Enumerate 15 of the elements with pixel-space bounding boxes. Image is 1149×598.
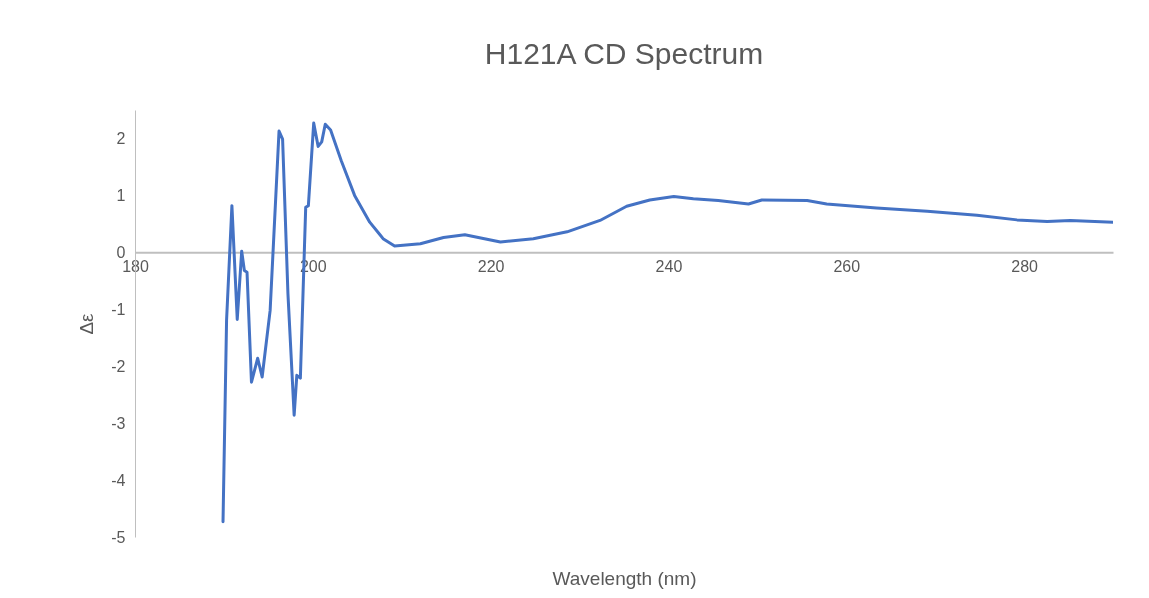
x-tick-label: 260 xyxy=(833,257,861,275)
y-axis-title: Δε xyxy=(76,312,98,335)
y-tick-label: 1 xyxy=(116,186,126,204)
y-tick-label: -4 xyxy=(111,471,126,489)
y-tick-label: -3 xyxy=(111,414,126,432)
line-series xyxy=(221,121,1113,524)
y-tick-label: -1 xyxy=(111,300,126,318)
chart-title: H121A CD Spectrum xyxy=(484,37,764,70)
x-axis-title: Wavelength (nm) xyxy=(552,567,697,589)
y-tick-label: -5 xyxy=(111,528,126,546)
x-tick-label: 240 xyxy=(655,257,683,275)
x-tick-label: 280 xyxy=(1011,257,1039,275)
y-tick-label: -2 xyxy=(111,357,126,375)
y-tick-label: 2 xyxy=(116,129,126,147)
x-tick-label: 220 xyxy=(477,257,505,275)
